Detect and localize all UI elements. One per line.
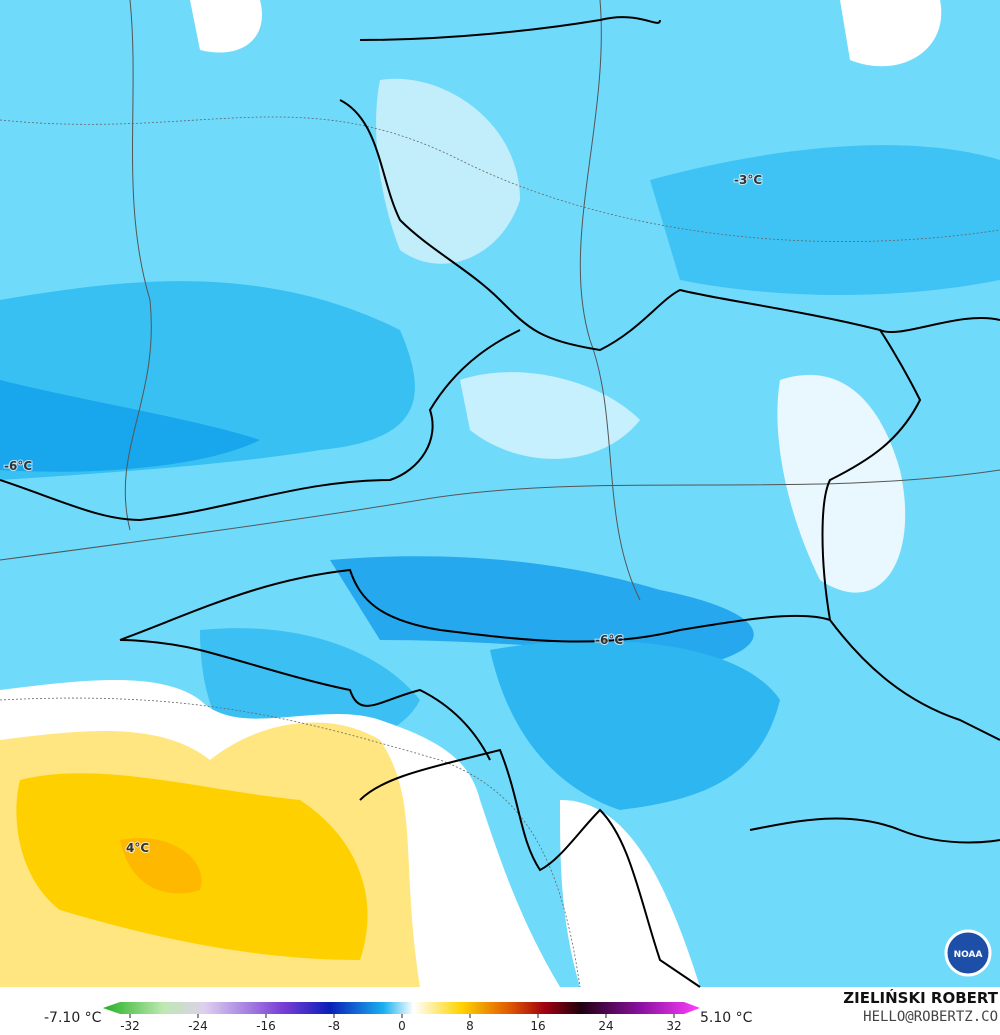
- map: NOAA -6°C -3°C -6°C 4°C: [0, 0, 1000, 988]
- contour: [0, 116, 1000, 242]
- country-border: [119, 639, 491, 761]
- cold-zone: [490, 640, 780, 810]
- noaa-logo: [944, 929, 992, 977]
- colorbar-tick-label: -32: [120, 1019, 140, 1033]
- cold-zone: [330, 556, 754, 660]
- cold-zone: [650, 145, 1000, 295]
- mild-zone: [376, 78, 520, 264]
- colorbar-tick-label: -16: [256, 1019, 276, 1033]
- colorbar-tick-label: 8: [466, 1019, 474, 1033]
- country-border: [339, 99, 1000, 352]
- colorbar-tick-label: -24: [188, 1019, 208, 1033]
- colorbar-max-label: 5.10 °C: [700, 1010, 753, 1026]
- sea: [560, 800, 700, 987]
- cold-zone: [0, 380, 260, 472]
- country-border: [359, 16, 661, 41]
- mild-zone: [460, 372, 640, 459]
- colorbar: [103, 1002, 700, 1014]
- region-border: [0, 469, 1000, 561]
- country-border: [0, 329, 521, 522]
- colorbar-tick-label: 32: [666, 1019, 681, 1033]
- map-label: 4°C: [126, 841, 149, 855]
- noaa-logo-text: NOAA: [954, 950, 983, 960]
- region-border: [124, 0, 152, 531]
- colorbar-tick-label: 0: [398, 1019, 406, 1033]
- author: ZIELIŃSKI ROBERT: [843, 988, 998, 1007]
- map-label: -6°C: [595, 633, 623, 647]
- map-label: -6°C: [4, 459, 32, 473]
- footer: -7.10 °C 5.10 °C ZIELIŃSKI ROBERT HELLO@…: [44, 988, 999, 1026]
- country-border: [119, 568, 1000, 741]
- country-border: [749, 817, 1000, 844]
- region-border: [579, 0, 641, 601]
- coastline: [359, 748, 701, 988]
- map-label: -3°C: [734, 173, 762, 187]
- country-border: [821, 329, 922, 621]
- warm-zone: [120, 838, 202, 894]
- mild-zone: [840, 0, 942, 67]
- colorbar-tick-label: 24: [598, 1019, 613, 1033]
- colorbar-min-label: -7.10 °C: [44, 1010, 102, 1026]
- colorbar-tick-label: 16: [530, 1019, 545, 1033]
- mild-zone: [190, 0, 262, 53]
- contact: HELLO@ROBERTZ.CO: [863, 1009, 998, 1025]
- colorbar-tick-label: -8: [328, 1019, 340, 1033]
